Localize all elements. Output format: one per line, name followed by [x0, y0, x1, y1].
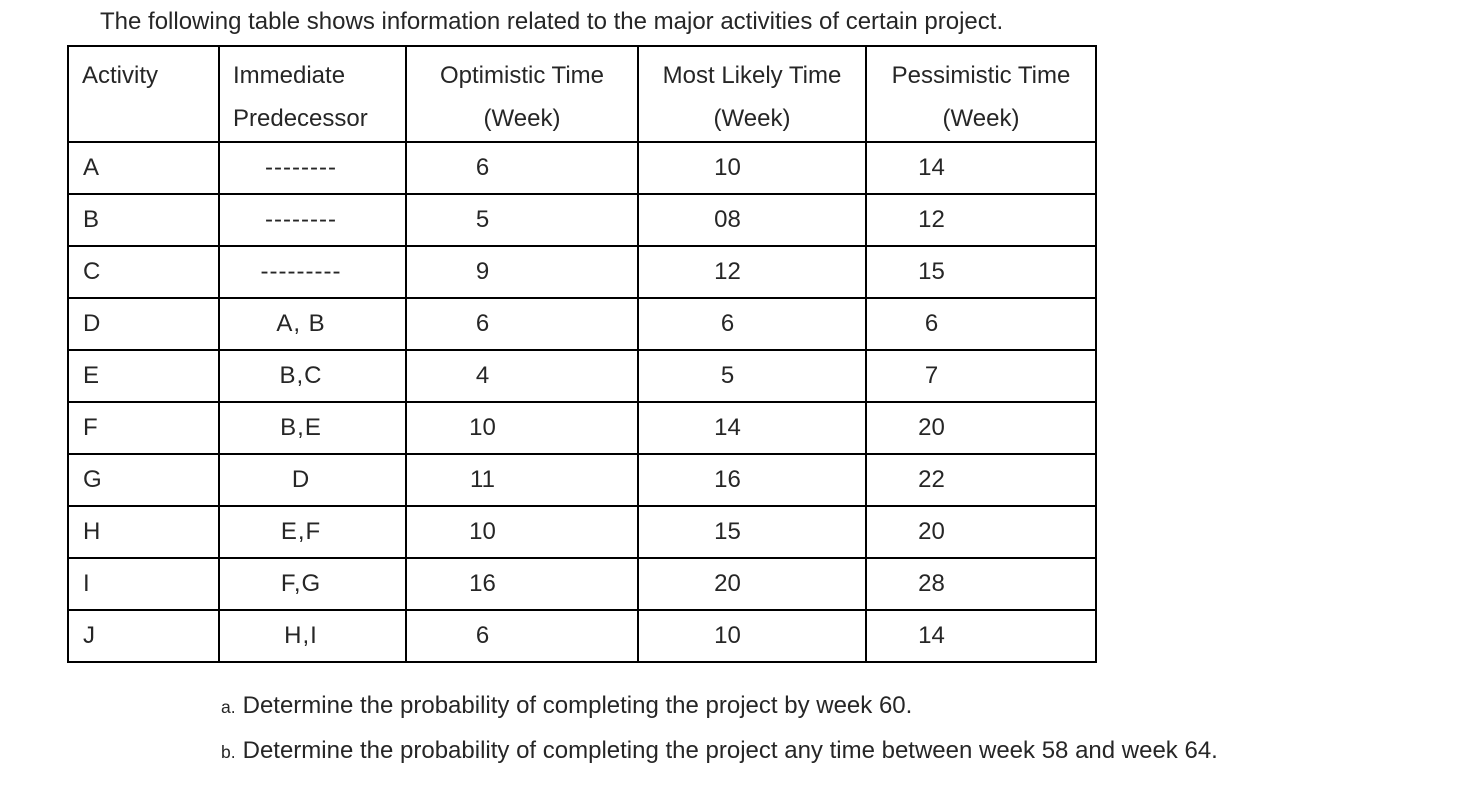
most-likely-time-cell: 5 [637, 349, 867, 403]
optimistic-time-cell: 6 [405, 609, 639, 663]
activity-cell: H [67, 505, 220, 559]
question-a-marker: a. [221, 697, 236, 717]
header-activity: Activity [67, 45, 220, 143]
optimistic-time-cell: 10 [405, 401, 639, 455]
activity-cell: B [67, 193, 220, 247]
table-row: B -------- 5 08 12 [67, 193, 1097, 247]
most-likely-time-cell: 10 [637, 609, 867, 663]
question-b-marker: b. [221, 742, 236, 762]
predecessor-cell: B,C [218, 349, 407, 403]
header-immediate-predecessor: Immediate Predecessor [218, 45, 407, 143]
question-b: b. Determine the probability of completi… [221, 737, 1218, 765]
header-line1: Pessimistic Time [891, 62, 1071, 89]
activity-cell: A [67, 141, 220, 195]
optimistic-time-cell: 16 [405, 557, 639, 611]
header-most-likely-time: Most Likely Time (Week) [637, 45, 867, 143]
table-row: I F,G 16 20 28 [67, 557, 1097, 611]
optimistic-time-cell: 5 [405, 193, 639, 247]
activity-cell: G [67, 453, 220, 507]
table-row: A -------- 6 10 14 [67, 141, 1097, 195]
header-pessimistic-time: Pessimistic Time (Week) [865, 45, 1097, 143]
questions: a. Determine the probability of completi… [221, 692, 1218, 782]
header-line1: Immediate [233, 62, 346, 89]
optimistic-time-cell: 4 [405, 349, 639, 403]
predecessor-cell: A, B [218, 297, 407, 351]
pessimistic-time-cell: 14 [865, 141, 1097, 195]
table-row: J H,I 6 10 14 [67, 609, 1097, 663]
activities-table: Activity Immediate Predecessor Optimisti… [67, 45, 1097, 663]
header-optimistic-time: Optimistic Time (Week) [405, 45, 639, 143]
optimistic-time-cell: 6 [405, 141, 639, 195]
most-likely-time-cell: 08 [637, 193, 867, 247]
header-line1: Most Likely Time [662, 62, 842, 89]
optimistic-time-cell: 9 [405, 245, 639, 299]
header-line2: Predecessor [233, 105, 368, 132]
pessimistic-time-cell: 12 [865, 193, 1097, 247]
most-likely-time-cell: 12 [637, 245, 867, 299]
most-likely-time-cell: 16 [637, 453, 867, 507]
header-line2: (Week) [942, 105, 1020, 132]
table-row: F B,E 10 14 20 [67, 401, 1097, 455]
table-row: H E,F 10 15 20 [67, 505, 1097, 559]
table-row: C --------- 9 12 15 [67, 245, 1097, 299]
pessimistic-time-cell: 7 [865, 349, 1097, 403]
most-likely-time-cell: 20 [637, 557, 867, 611]
activity-cell: F [67, 401, 220, 455]
optimistic-time-cell: 6 [405, 297, 639, 351]
problem-statement: The following table shows information re… [100, 8, 1004, 35]
activity-cell: E [67, 349, 220, 403]
question-b-text: Determine the probability of completing … [242, 737, 1218, 764]
table-row: G D 11 16 22 [67, 453, 1097, 507]
header-line1: Activity [82, 62, 159, 89]
predecessor-cell: F,G [218, 557, 407, 611]
header-line1: Optimistic Time [439, 62, 604, 89]
pessimistic-time-cell: 6 [865, 297, 1097, 351]
predecessor-cell: -------- [218, 193, 407, 247]
predecessor-cell: --------- [218, 245, 407, 299]
table-row: D A, B 6 6 6 [67, 297, 1097, 351]
most-likely-time-cell: 10 [637, 141, 867, 195]
pessimistic-time-cell: 20 [865, 401, 1097, 455]
predecessor-cell: E,F [218, 505, 407, 559]
activity-cell: C [67, 245, 220, 299]
question-a: a. Determine the probability of completi… [221, 692, 1218, 720]
pessimistic-time-cell: 28 [865, 557, 1097, 611]
most-likely-time-cell: 6 [637, 297, 867, 351]
pessimistic-time-cell: 15 [865, 245, 1097, 299]
header-line2: (Week) [713, 105, 791, 132]
predecessor-cell: H,I [218, 609, 407, 663]
table-row: E B,C 4 5 7 [67, 349, 1097, 403]
pessimistic-time-cell: 22 [865, 453, 1097, 507]
activity-cell: I [67, 557, 220, 611]
table-header-row: Activity Immediate Predecessor Optimisti… [67, 45, 1097, 143]
predecessor-cell: B,E [218, 401, 407, 455]
most-likely-time-cell: 15 [637, 505, 867, 559]
predecessor-cell: D [218, 453, 407, 507]
question-a-text: Determine the probability of completing … [242, 692, 913, 719]
pessimistic-time-cell: 14 [865, 609, 1097, 663]
pessimistic-time-cell: 20 [865, 505, 1097, 559]
optimistic-time-cell: 10 [405, 505, 639, 559]
most-likely-time-cell: 14 [637, 401, 867, 455]
activity-cell: J [67, 609, 220, 663]
activity-cell: D [67, 297, 220, 351]
optimistic-time-cell: 11 [405, 453, 639, 507]
header-line2: (Week) [483, 105, 561, 132]
predecessor-cell: -------- [218, 141, 407, 195]
